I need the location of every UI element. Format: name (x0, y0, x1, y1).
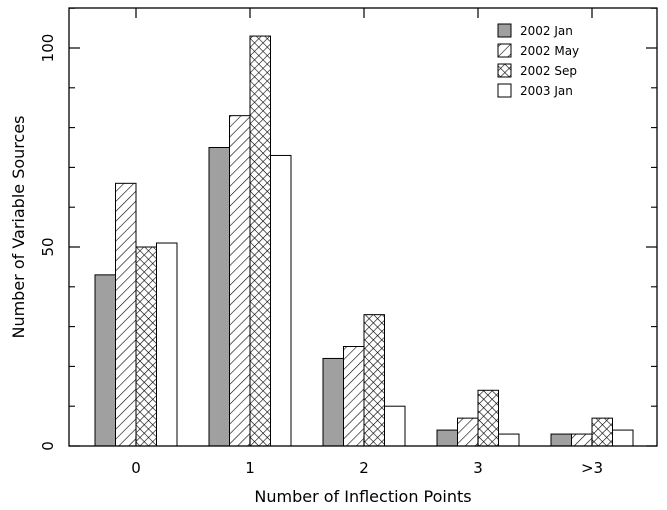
bar-2002-jan-cat-4 (550, 433, 572, 447)
bar-2002-may-cat-4 (571, 433, 593, 447)
bar-2002-sep-cat-0 (135, 246, 157, 447)
x-tick-label: 2 (359, 459, 369, 477)
legend: 2002 Jan 2002 May 2002 Sep 2003 Jan (497, 23, 579, 98)
y-axis-label: Number of Variable Sources (9, 115, 28, 338)
legend-label: 2002 May (520, 44, 579, 58)
bar-2002-sep-cat-3 (477, 389, 499, 447)
legend-label: 2003 Jan (520, 84, 573, 98)
legend-swatch (497, 83, 512, 98)
bar-2003-jan-cat-3 (498, 433, 520, 447)
x-tick-label: >3 (581, 459, 603, 477)
bar-2002-sep-cat-4 (591, 417, 613, 447)
bar-2002-sep-cat-2 (363, 314, 385, 447)
bar-2002-may-cat-1 (229, 115, 251, 447)
bar-2003-jan-cat-0 (156, 242, 178, 447)
ticks-group: 0 50 100 0 1 2 3 >3 (39, 7, 657, 477)
bar-2003-jan-cat-2 (384, 405, 406, 447)
bar-2002-jan-cat-3 (436, 429, 458, 447)
bar-2002-jan-cat-2 (322, 357, 344, 447)
bar-2002-may-cat-2 (343, 346, 365, 447)
legend-swatch (497, 43, 512, 58)
y-tick-label: 100 (39, 34, 57, 63)
bar-2003-jan-cat-1 (270, 154, 292, 447)
bar-2002-jan-cat-1 (208, 147, 230, 447)
y-tick-label: 50 (39, 237, 57, 256)
x-axis-label: Number of Inflection Points (254, 487, 471, 506)
x-tick-label: 3 (473, 459, 483, 477)
y-tick-label: 0 (39, 441, 57, 451)
legend-label: 2002 Jan (520, 24, 573, 38)
plot-frame (68, 7, 658, 447)
x-tick-label: 0 (131, 459, 141, 477)
bar-2002-sep-cat-1 (249, 35, 271, 447)
bar-2002-may-cat-3 (457, 417, 479, 447)
bar-2002-may-cat-0 (115, 182, 137, 447)
legend-label: 2002 Sep (520, 64, 577, 78)
bar-2003-jan-cat-4 (612, 429, 634, 447)
x-tick-label: 1 (245, 459, 255, 477)
legend-swatch (497, 23, 512, 38)
legend-swatch (497, 63, 512, 78)
bar-2002-jan-cat-0 (94, 274, 116, 447)
bars-group (94, 35, 634, 447)
